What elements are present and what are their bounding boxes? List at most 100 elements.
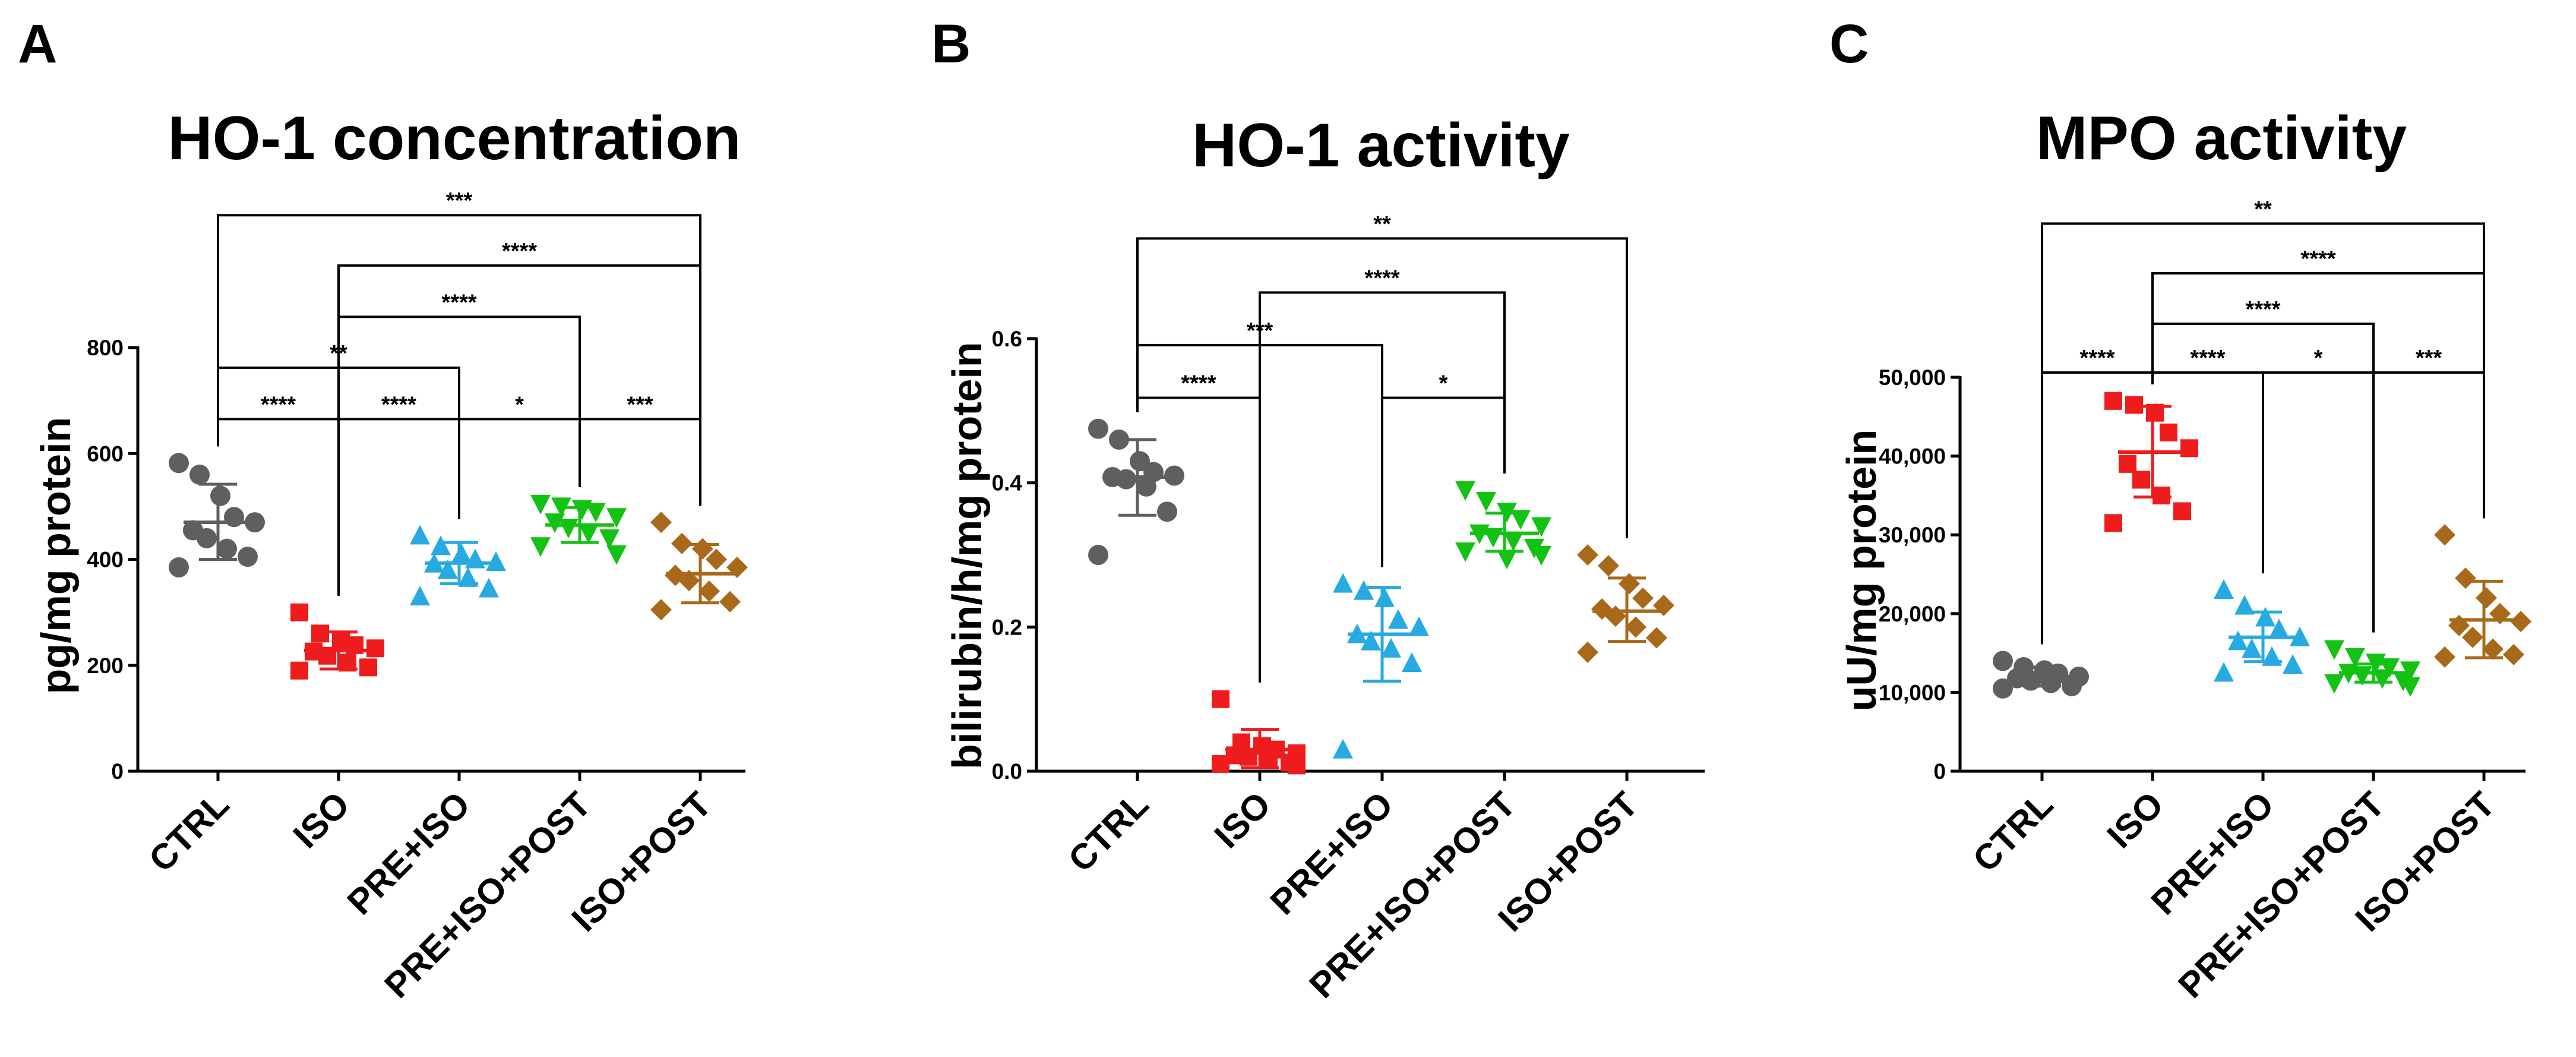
x-tick-label-ctrl: CTRL [1965, 784, 2060, 879]
series-iso [2104, 392, 2198, 532]
y-tick-label: 0 [1933, 759, 1946, 784]
significance-bracket: * [2262, 346, 2375, 633]
data-point [2400, 661, 2420, 681]
data-point [169, 453, 189, 474]
data-point [2269, 619, 2289, 639]
data-point [2283, 654, 2303, 674]
data-point [2125, 396, 2143, 414]
y-tick-label: 0.4 [992, 471, 1023, 496]
data-point [169, 557, 189, 578]
x-tick-label-iso: ISO [2100, 784, 2171, 856]
data-point [1598, 555, 1619, 577]
data-point [290, 603, 308, 621]
y-tick-label: 0.6 [992, 327, 1022, 351]
data-point [2228, 630, 2248, 651]
data-point [698, 580, 720, 602]
data-point [2132, 471, 2150, 489]
panel-letter: A [18, 14, 57, 74]
significance-label: ** [330, 341, 347, 366]
data-point [1510, 510, 1531, 530]
data-point [2180, 439, 2198, 457]
data-point [1088, 545, 1108, 565]
series-iso-post [1577, 544, 1674, 663]
data-point [719, 591, 741, 613]
data-point [290, 661, 308, 680]
data-point [245, 512, 265, 533]
panel-letter: B [931, 14, 971, 74]
data-point [217, 538, 237, 559]
data-point [311, 624, 329, 643]
data-point [2234, 595, 2255, 615]
y-axis-label: uU/mg protein [1838, 430, 1885, 711]
data-point [2242, 638, 2262, 658]
data-point [1455, 481, 1475, 501]
data-point [1483, 528, 1503, 548]
significance-bracket: **** [217, 392, 340, 596]
bracket-line [337, 264, 701, 596]
y-tick-label: 0.2 [992, 615, 1022, 639]
data-point [2255, 607, 2275, 627]
data-point [2510, 611, 2531, 633]
data-point [238, 547, 258, 567]
panel-a: A HO-1 concentration pg/mg protein 0 200 400 6… [18, 14, 748, 1006]
significance-label: **** [441, 290, 476, 315]
significance-bracket: **** [2041, 346, 2154, 645]
significance-bracket: **** [1136, 371, 1261, 683]
data-point [1605, 605, 1626, 627]
data-point [1619, 573, 1640, 595]
data-point [2214, 579, 2234, 600]
data-point [1333, 573, 1353, 593]
significance-label: ** [2254, 197, 2272, 222]
bracket-line [2262, 371, 2375, 633]
significance-label: **** [2300, 247, 2335, 272]
series-ctrl [1993, 651, 2089, 699]
data-point [530, 494, 551, 515]
data-point [1632, 587, 1654, 609]
data-point [189, 464, 210, 485]
significance-label: **** [261, 392, 296, 417]
series-iso-post [2434, 524, 2531, 668]
data-point [1577, 641, 1598, 663]
panel-c: C MPO activity uU/mg protein 0 10,000 20,000 3… [1829, 14, 2531, 1006]
data-point [2503, 643, 2524, 665]
data-point [1130, 451, 1150, 472]
data-point [451, 543, 472, 563]
data-point [2482, 638, 2504, 660]
significance-label: *** [1247, 318, 1273, 343]
data-point [1354, 580, 1374, 600]
significance-label: **** [1181, 371, 1216, 396]
data-point [458, 567, 478, 587]
data-point [1116, 469, 1136, 490]
data-point [2290, 626, 2310, 646]
data-point [2160, 423, 2177, 441]
y-tick-label: 40,000 [1879, 444, 1946, 469]
data-point [1476, 492, 1496, 512]
significance-label: **** [1364, 266, 1399, 291]
y-tick-label: 20,000 [1879, 602, 1946, 626]
data-point [2462, 626, 2483, 648]
data-point [1993, 678, 2013, 699]
data-point [486, 551, 506, 571]
series-pre-iso-post [2324, 640, 2420, 697]
significance-label: **** [2190, 346, 2225, 371]
data-point [706, 548, 727, 570]
data-point [1646, 627, 1667, 649]
data-point [1455, 542, 1475, 562]
series-pre-iso-post [530, 494, 627, 565]
x-tick-label-iso: ISO [286, 784, 357, 856]
bracket-line [1381, 396, 1506, 567]
data-point [366, 639, 384, 658]
bracket-line [2372, 371, 2485, 633]
data-point [579, 523, 599, 544]
data-point [1361, 630, 1381, 651]
data-point [2434, 646, 2455, 668]
significance-label: **** [2245, 297, 2280, 322]
series-pre-iso [410, 525, 506, 605]
significance-label: **** [502, 239, 537, 264]
data-point [650, 599, 672, 621]
data-point [2476, 587, 2497, 609]
x-tick-label-ctrl: CTRL [141, 784, 236, 879]
data-point [2324, 674, 2344, 694]
